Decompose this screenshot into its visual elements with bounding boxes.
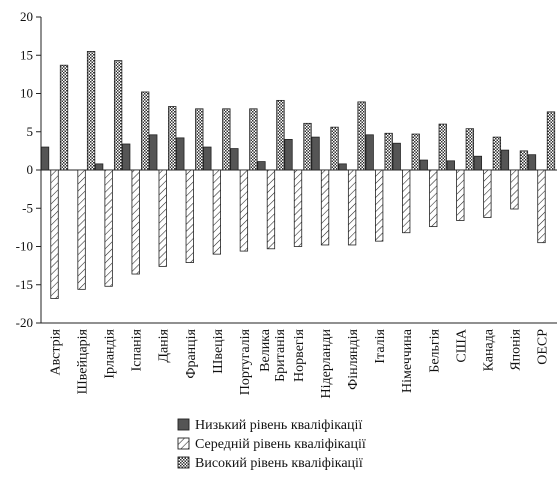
y-tick-label: 5	[27, 124, 34, 139]
bar-high-15	[465, 128, 474, 171]
bar-low-13	[392, 142, 401, 171]
bar-low-2	[94, 163, 104, 171]
bar-mid-16	[483, 169, 492, 218]
y-tick-label: -5	[22, 200, 33, 215]
bar-low-0	[40, 146, 50, 171]
category-label: Бельгія	[427, 328, 442, 372]
bar-high-3	[141, 91, 150, 171]
bar-high-0	[59, 64, 69, 171]
bar-mid-15	[456, 169, 465, 221]
category-label: Швеція	[211, 328, 226, 373]
y-tick-label: 20	[20, 9, 33, 24]
bar-high-11	[357, 101, 366, 171]
bar-mid-14	[429, 169, 438, 228]
category-label: Австрія	[49, 328, 64, 375]
bar-high-6	[222, 108, 231, 171]
legend-swatch-high	[177, 456, 190, 469]
category-label: Іспанія	[130, 328, 145, 371]
bar-mid-7	[239, 169, 249, 252]
bar-low-12	[365, 134, 374, 171]
bar-low-9	[284, 138, 293, 171]
category-label: Фінляндія	[346, 328, 361, 389]
bar-low-15	[446, 160, 455, 171]
category-label: США	[454, 328, 469, 362]
bar-high-5	[195, 108, 204, 171]
category-label: Франція	[184, 328, 199, 378]
bar-mid-12	[375, 169, 384, 242]
category-label: Італія	[373, 328, 388, 363]
y-tick-label: 10	[20, 86, 33, 101]
y-tick-label: -15	[16, 277, 33, 292]
bar-mid-8	[266, 169, 276, 250]
bar-mid-1	[77, 169, 86, 290]
bar-low-11	[338, 163, 347, 171]
bar-mid-2	[104, 169, 113, 287]
bar-mid-13	[402, 169, 411, 234]
category-label: Данія	[157, 328, 172, 362]
legend-swatch-low	[177, 418, 190, 431]
bar-low-3	[122, 143, 131, 171]
bar-high-17	[519, 150, 529, 171]
category-labels: Австрія Швейцарія Ірландія Іспанія Данія Фран…	[49, 328, 551, 398]
bar-high-8	[276, 99, 285, 171]
bar-low-6	[203, 146, 212, 171]
category-label: ОЕСР	[535, 329, 550, 365]
bar-mid-5	[185, 169, 194, 263]
category-label: Швейцарія	[76, 328, 91, 394]
bar-mid-0	[50, 169, 59, 299]
bar-high-13	[411, 133, 420, 171]
bar-low-7	[230, 148, 239, 171]
bar-high-14	[438, 123, 447, 171]
bars	[40, 51, 556, 299]
bar-low-16	[473, 155, 483, 171]
bar-high-1	[86, 51, 96, 171]
bar-low-5	[176, 137, 185, 171]
bar-mid-11	[347, 169, 357, 246]
category-label: Нідерланди	[319, 329, 334, 399]
legend-label-high: Високий рівень кваліфікації	[195, 456, 363, 471]
bar-high-10	[330, 126, 339, 171]
bar-high-12	[384, 132, 393, 171]
category-label: ВеликаБританія	[258, 328, 288, 382]
bar-high-9	[303, 122, 312, 171]
bar-high-4	[168, 106, 177, 171]
bar-mid-4	[158, 169, 167, 267]
bar-mid-10	[320, 169, 330, 246]
y-tick-label: 0	[27, 162, 34, 177]
legend-label-low: Низький рівень кваліфікації	[195, 418, 362, 433]
bar-low-8	[257, 161, 266, 171]
bar-high-7	[249, 108, 258, 171]
bar-low-17	[500, 149, 510, 171]
bar-low-4	[149, 134, 158, 171]
bar-mid-3	[131, 169, 140, 275]
category-label: Ірландія	[103, 328, 118, 378]
bar-high-18	[546, 111, 556, 171]
category-label: Канада	[481, 328, 496, 371]
bar-mid-17	[510, 169, 519, 210]
bar-low-14	[419, 159, 428, 171]
legend-swatch-mid	[177, 437, 190, 450]
legend: Низький рівень кваліфікації Середній ріве…	[177, 418, 366, 471]
y-tick-label: 15	[20, 47, 33, 62]
legend-label-mid: Середній рівень кваліфікації	[195, 437, 366, 452]
bar-high-16	[492, 136, 502, 171]
category-label-line: Велика	[258, 328, 273, 372]
y-tick-label: -10	[16, 239, 33, 254]
bar-low-10	[311, 136, 320, 171]
category-label: Норвегія	[292, 328, 307, 381]
bar-high-2	[113, 60, 123, 171]
bar-mid-9	[293, 169, 303, 247]
bar-low-18	[527, 154, 537, 171]
category-label: Японія	[508, 328, 523, 370]
y-tick-label: -20	[16, 315, 33, 330]
bar-mid-18	[537, 169, 546, 244]
bar-mid-6	[212, 169, 221, 255]
category-label: Німеччина	[400, 328, 415, 393]
category-label-line: Британія	[273, 328, 288, 381]
category-label: Португалія	[238, 328, 253, 395]
